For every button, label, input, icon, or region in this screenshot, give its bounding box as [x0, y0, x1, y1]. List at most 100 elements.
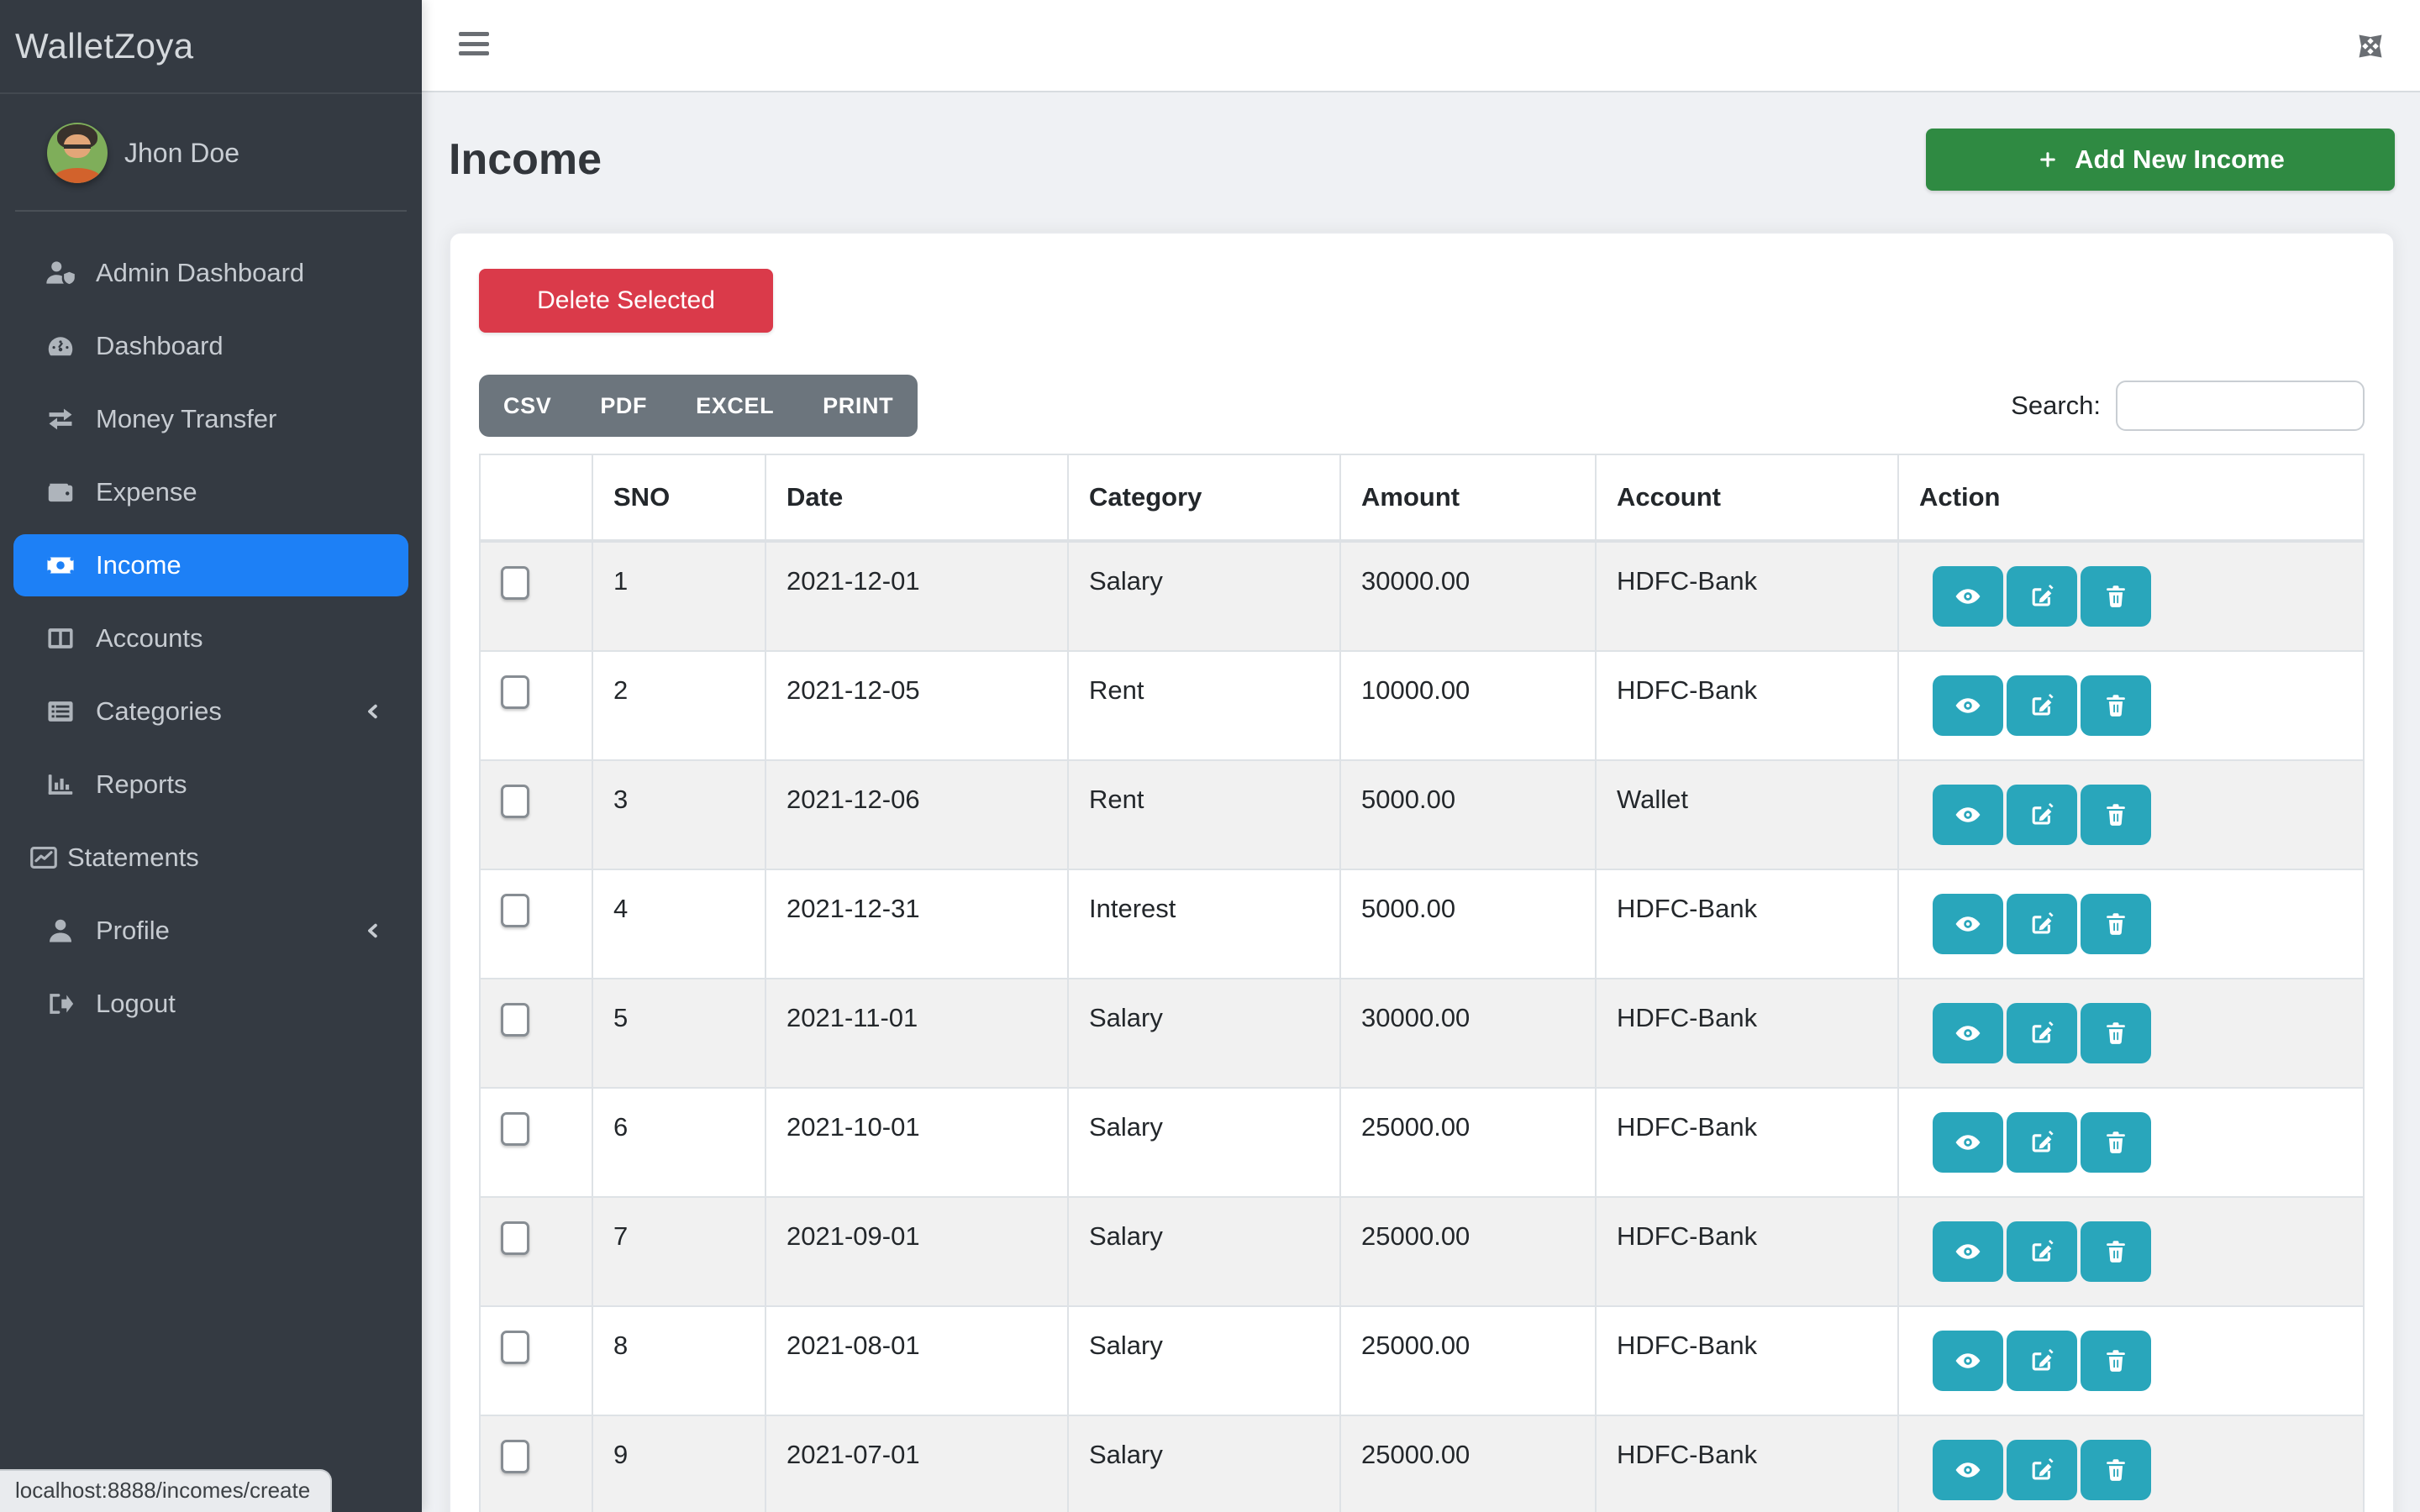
row-checkbox[interactable]	[501, 1003, 529, 1037]
cell-category: Salary	[1067, 1087, 1341, 1198]
cell-account: HDFC-Bank	[1595, 978, 1899, 1089]
cell-account: HDFC-Bank	[1595, 650, 1899, 761]
cell-sno: 4	[592, 869, 766, 979]
view-button[interactable]	[1933, 1440, 2003, 1500]
sidebar-item-reports[interactable]: Reports	[13, 753, 408, 816]
row-checkbox[interactable]	[501, 785, 529, 818]
delete-row-button[interactable]	[2081, 1221, 2151, 1282]
export-csv-button[interactable]: CSV	[479, 375, 576, 437]
row-checkbox[interactable]	[501, 894, 529, 927]
edit-button[interactable]	[2007, 1440, 2077, 1500]
delete-selected-button[interactable]: Delete Selected	[479, 269, 773, 333]
view-button[interactable]	[1933, 1221, 2003, 1282]
column-header-date[interactable]: Date	[765, 454, 1069, 543]
column-header-sno[interactable]: SNO	[592, 454, 766, 543]
table-row: 5 2021-11-01 Salary 30000.00 HDFC-Bank	[479, 978, 2365, 1089]
edit-button[interactable]	[2007, 1221, 2077, 1282]
delete-row-button[interactable]	[2081, 1440, 2151, 1500]
delete-row-button[interactable]	[2081, 785, 2151, 845]
sidebar-item-expense[interactable]: Expense	[13, 461, 408, 523]
sidebar-item-label: Reports	[96, 769, 187, 799]
edit-button[interactable]	[2007, 675, 2077, 736]
row-checkbox[interactable]	[501, 1331, 529, 1364]
sidebar-item-statements[interactable]: Statements	[13, 827, 408, 889]
delete-row-button[interactable]	[2081, 894, 2151, 954]
edit-icon	[2028, 582, 2056, 611]
cell-category: Salary	[1067, 540, 1341, 652]
cell-date: 2021-07-01	[765, 1415, 1069, 1512]
income-table-head: SNO Date Category Amount Account Action	[479, 454, 2365, 543]
edit-button[interactable]	[2007, 785, 2077, 845]
cell-amount: 25000.00	[1339, 1196, 1597, 1307]
income-table: SNO Date Category Amount Account Action 1 2021…	[479, 454, 2365, 1512]
add-new-income-button[interactable]: Add New Income	[1926, 129, 2395, 191]
row-checkbox[interactable]	[501, 1112, 529, 1146]
view-button[interactable]	[1933, 1003, 2003, 1063]
hamburger-menu-icon[interactable]	[459, 32, 489, 59]
view-button[interactable]	[1933, 785, 2003, 845]
search-input[interactable]	[2116, 381, 2365, 431]
delete-row-button[interactable]	[2081, 1003, 2151, 1063]
sidebar-item-money-transfer[interactable]: Money Transfer	[13, 388, 408, 450]
eye-icon	[1954, 801, 1982, 829]
column-header-category[interactable]: Category	[1067, 454, 1341, 543]
delete-row-button[interactable]	[2081, 675, 2151, 736]
row-checkbox-cell	[479, 1087, 593, 1198]
edit-button[interactable]	[2007, 1003, 2077, 1063]
column-header-account[interactable]: Account	[1595, 454, 1899, 543]
row-checkbox[interactable]	[501, 1221, 529, 1255]
cell-sno: 1	[592, 540, 766, 652]
cell-account: HDFC-Bank	[1595, 1196, 1899, 1307]
edit-button[interactable]	[2007, 1331, 2077, 1391]
table-row: 1 2021-12-01 Salary 30000.00 HDFC-Bank	[479, 540, 2365, 652]
delete-row-button[interactable]	[2081, 566, 2151, 627]
user-shield-icon	[42, 255, 79, 291]
row-checkbox-cell	[479, 540, 593, 652]
edit-button[interactable]	[2007, 1112, 2077, 1173]
delete-row-button[interactable]	[2081, 1112, 2151, 1173]
cell-action	[1897, 759, 2365, 870]
sidebar-item-label: Admin Dashboard	[96, 258, 305, 287]
export-excel-button[interactable]: EXCEL	[671, 375, 798, 437]
column-header-action[interactable]: Action	[1897, 454, 2365, 543]
cell-category: Rent	[1067, 759, 1341, 870]
sidebar-item-income[interactable]: Income	[13, 534, 408, 596]
edit-button[interactable]	[2007, 894, 2077, 954]
export-print-button[interactable]: PRINT	[798, 375, 918, 437]
edit-button[interactable]	[2007, 566, 2077, 627]
sidebar-nav: Admin Dashboard Dashboard Money Transfer Ex…	[0, 242, 422, 1035]
view-button[interactable]	[1933, 566, 2003, 627]
add-new-income-label: Add New Income	[2075, 144, 2285, 174]
column-header-checkbox[interactable]	[479, 454, 593, 543]
export-pdf-button[interactable]: PDF	[576, 375, 671, 437]
cell-date: 2021-11-01	[765, 978, 1069, 1089]
view-button[interactable]	[1933, 675, 2003, 736]
row-checkbox[interactable]	[501, 1440, 529, 1473]
sidebar-item-profile[interactable]: Profile	[13, 900, 408, 962]
avatar-glasses	[64, 144, 91, 155]
cell-sno: 8	[592, 1305, 766, 1416]
row-checkbox[interactable]	[501, 675, 529, 709]
table-row: 8 2021-08-01 Salary 25000.00 HDFC-Bank	[479, 1305, 2365, 1416]
sidebar-item-dashboard[interactable]: Dashboard	[13, 315, 408, 377]
topbar	[422, 0, 2420, 92]
cell-amount: 30000.00	[1339, 978, 1597, 1089]
signout-icon	[42, 985, 79, 1022]
view-button[interactable]	[1933, 1112, 2003, 1173]
view-button[interactable]	[1933, 1331, 2003, 1391]
row-checkbox[interactable]	[501, 566, 529, 600]
sidebar-item-categories[interactable]: Categories	[13, 680, 408, 743]
chevron-left-icon	[361, 700, 385, 723]
column-header-amount[interactable]: Amount	[1339, 454, 1597, 543]
cell-action	[1897, 1415, 2365, 1512]
chevron-left-icon	[361, 919, 385, 942]
table-row: 6 2021-10-01 Salary 25000.00 HDFC-Bank	[479, 1087, 2365, 1198]
cell-date: 2021-12-05	[765, 650, 1069, 761]
view-button[interactable]	[1933, 894, 2003, 954]
delete-row-button[interactable]	[2081, 1331, 2151, 1391]
fullscreen-icon[interactable]	[2356, 32, 2385, 60]
sidebar-item-accounts[interactable]: Accounts	[13, 607, 408, 669]
cell-sno: 7	[592, 1196, 766, 1307]
sidebar-item-logout[interactable]: Logout	[13, 973, 408, 1035]
sidebar-item-admin-dashboard[interactable]: Admin Dashboard	[13, 242, 408, 304]
